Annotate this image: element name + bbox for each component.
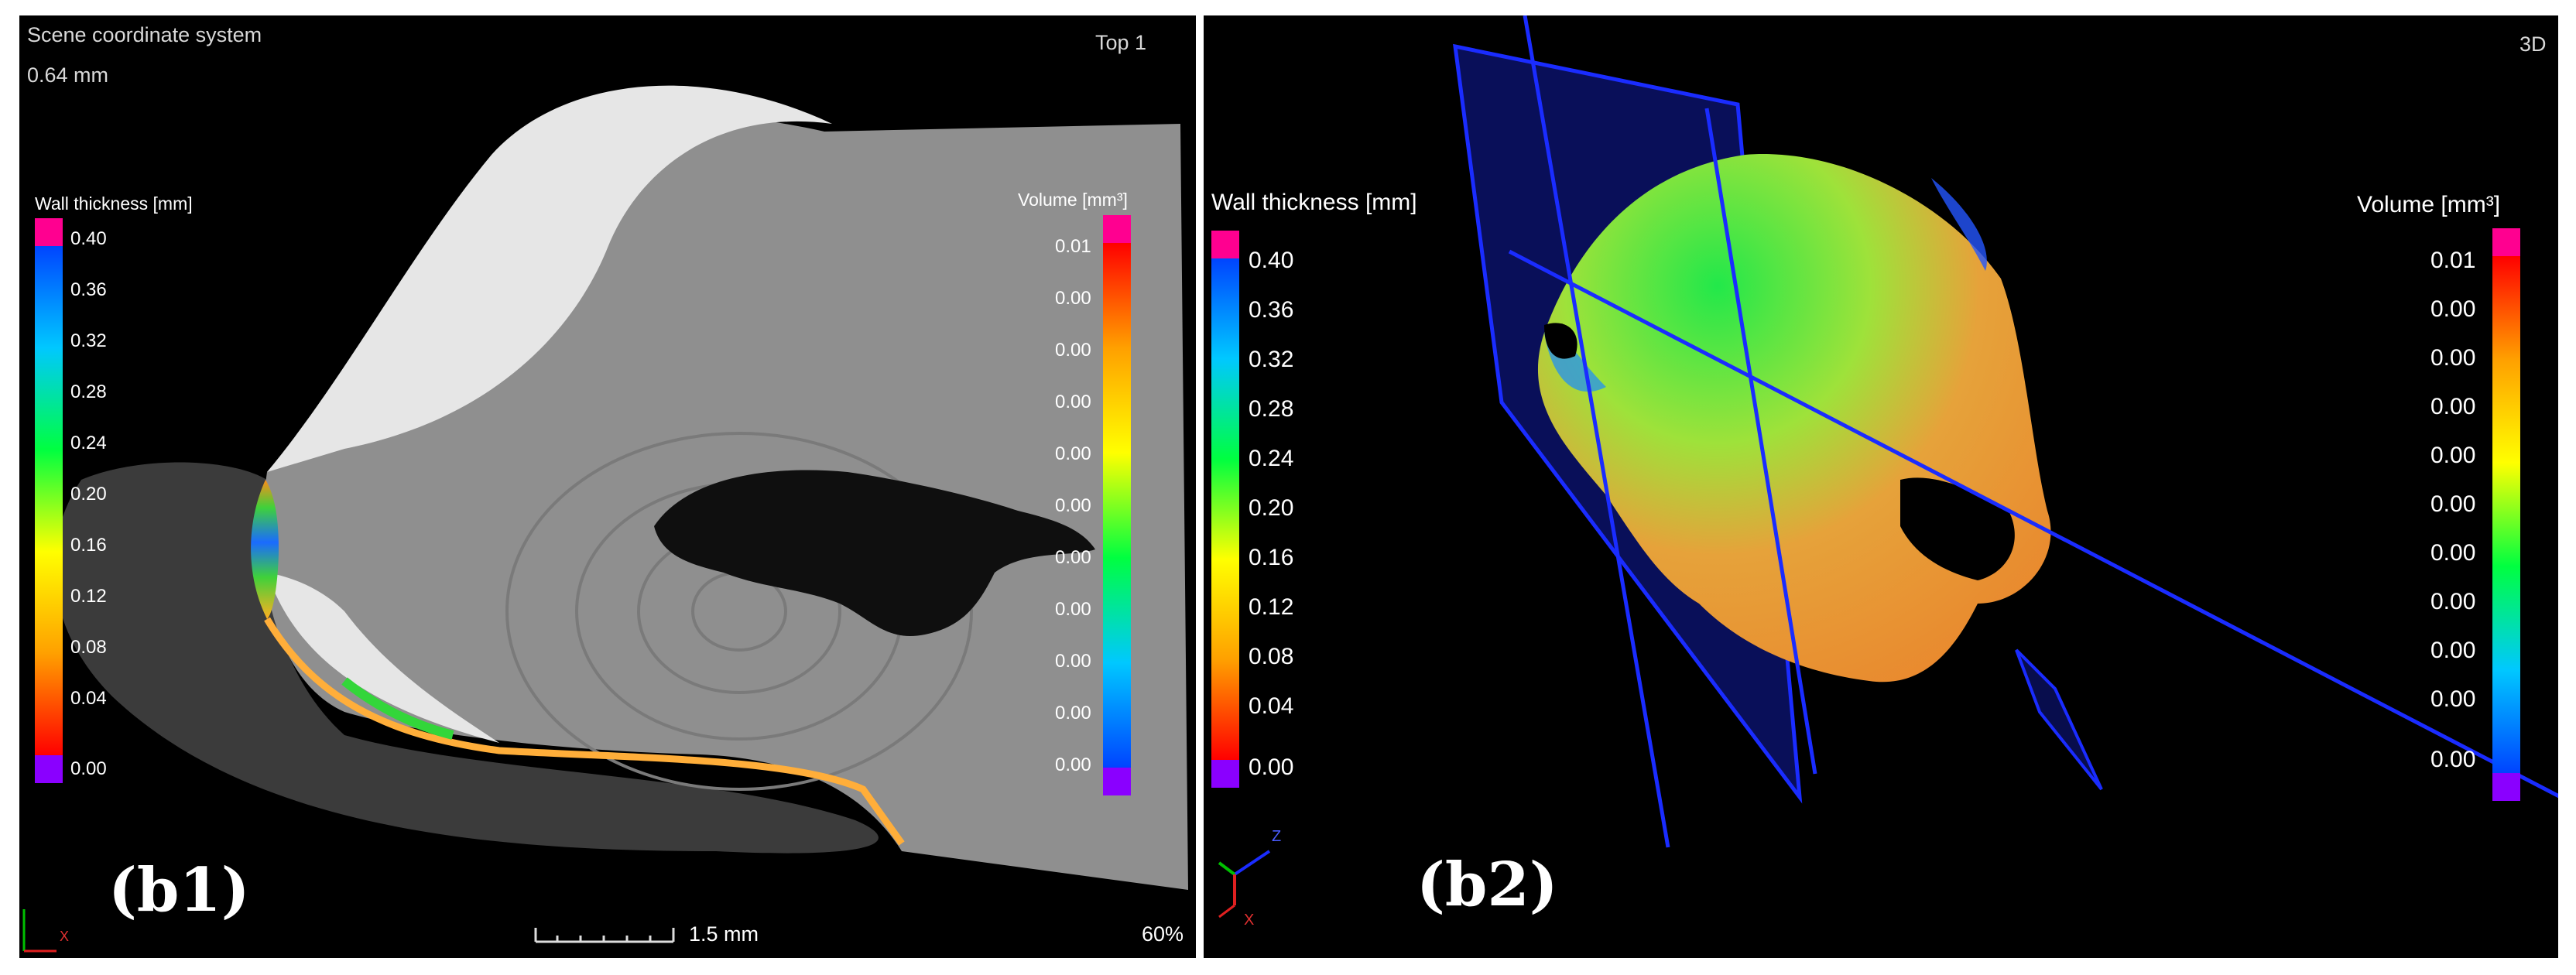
tick-label: 0.00 [1055,599,1091,620]
3d-viewport[interactable]: 3D Wall thickness [mm] 0.40 0.36 0.32 0.… [1204,15,2558,958]
wall-thickness-legend-title: Wall thickness [mm] [1211,190,1417,215]
tick-label: 0.28 [70,381,107,402]
axis-triad-icon [1218,850,1271,919]
zoom-level: 60% [1142,922,1184,946]
tick-label: 0.00 [2430,540,2476,566]
ct-slice-viewport[interactable]: Scene coordinate system 0.64 mm Top 1 Wa… [19,15,1196,958]
tick-label: 0.16 [70,535,107,556]
cavity-region [654,470,1095,636]
tick-label: 0.00 [70,758,107,779]
surface-hole [1900,477,2015,580]
tick-label: 0.16 [1249,545,1294,570]
tick-label: 0.40 [1249,248,1294,273]
panel-label-b1: (b1) [108,855,250,925]
tick-label: 0.00 [1055,703,1091,724]
tick-label: 0.20 [1249,495,1294,521]
tick-label: 0.00 [2430,345,2476,371]
tick-label: 0.28 [1249,396,1294,422]
tick-label: 0.01 [1055,236,1091,257]
tick-label: 0.04 [70,688,107,709]
tick-label: 0.12 [1249,594,1294,620]
tick-label: 0.00 [1055,651,1091,672]
3d-render-image [1453,15,2558,848]
volume-legend-title: Volume [mm³] [1018,190,1128,210]
tick-label: 0.01 [2430,248,2476,273]
tick-label: 0.00 [1055,754,1091,775]
wall-thickness-colorbar [35,218,63,783]
ct-slice-image [54,85,1189,890]
tick-label: 0.00 [1249,754,1294,780]
axis-z-label: Z [1272,828,1282,845]
wall-thickness-legend-title: Wall thickness [mm] [35,193,193,214]
enamel-wedge [267,573,499,743]
volume-legend-title: Volume [mm³] [2357,192,2501,217]
axis-x-label: X [60,929,70,944]
tick-label: 0.00 [2430,747,2476,772]
tick-label: 0.00 [1055,288,1091,309]
wall-thickness-overlay [251,480,279,619]
tick-label: 0.08 [70,637,107,658]
tick-label: 0.00 [1055,495,1091,516]
view-name-label: 3D [2519,32,2547,56]
axis-x-label: X [1244,912,1255,929]
tick-label: 0.24 [1249,446,1294,471]
tick-label: 0.08 [1249,644,1294,669]
tick-label: 0.32 [70,330,107,351]
tick-label: 0.00 [1055,547,1091,568]
tick-label: 0.36 [70,279,107,300]
volume-colorbar [1103,215,1131,795]
tick-label: 0.00 [2430,296,2476,322]
tick-label: 0.00 [2430,394,2476,419]
view-name-label: Top 1 [1095,31,1147,54]
tick-label: 0.00 [2430,491,2476,517]
wall-thickness-colorbar [1211,231,1239,788]
tick-label: 0.24 [70,433,107,453]
tick-label: 0.00 [1055,340,1091,361]
tick-label: 0.00 [1055,392,1091,412]
axis-triad-icon [22,909,57,953]
tick-label: 0.00 [2430,638,2476,663]
panel-label-b2: (b2) [1416,850,1558,920]
tick-label: 0.00 [2430,443,2476,468]
enamel-cap [267,85,832,472]
tick-label: 0.32 [1249,347,1294,372]
tick-label: 0.40 [70,228,107,249]
tick-label: 0.36 [1249,297,1294,323]
tick-label: 0.12 [70,586,107,607]
coordinate-system-label: Scene coordinate system [27,23,262,46]
pixel-size-label: 0.64 mm [27,63,109,87]
scale-bar-label: 1.5 mm [689,922,759,946]
scale-bar [534,928,675,943]
tick-label: 0.00 [2430,686,2476,712]
wall-thickness-edge [264,617,905,846]
tick-label: 0.20 [70,484,107,505]
tick-label: 0.04 [1249,693,1294,719]
plane-lines [1508,15,2558,848]
tick-label: 0.00 [2430,589,2476,614]
tick-label: 0.00 [1055,443,1091,464]
volume-colorbar [2492,228,2520,801]
